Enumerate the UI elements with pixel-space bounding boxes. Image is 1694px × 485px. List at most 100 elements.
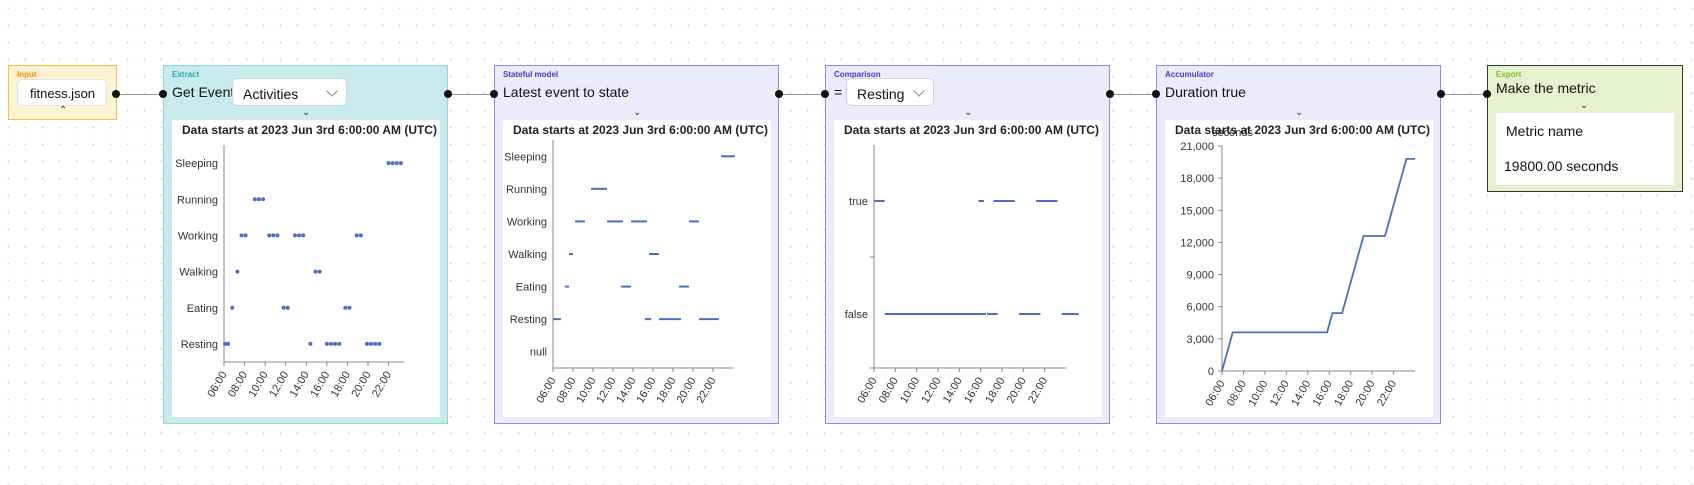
extract-node-tag: Extract: [172, 70, 200, 79]
x-tick-label: 20:00: [674, 376, 698, 406]
input-file-box[interactable]: fitness.json: [17, 79, 107, 106]
y-tick-label: 9,000: [1186, 270, 1214, 282]
chart-title: Data starts at 2023 Jun 3rd 6:00:00 AM (…: [182, 123, 437, 137]
input-node[interactable]: Input fitness.json ⌃: [8, 65, 117, 120]
edge-accumulator-export: [1440, 94, 1490, 95]
x-tick-label: 16:00: [1311, 379, 1335, 409]
comparison-output-port[interactable]: [1106, 90, 1114, 98]
comparison-node-tag: Comparison: [834, 70, 881, 79]
y-tick-label: 0: [1208, 366, 1214, 378]
x-tick-label: 16:00: [962, 376, 986, 406]
event-point: [297, 233, 302, 238]
x-tick-label: 22:00: [1375, 379, 1399, 409]
accumulator-node[interactable]: Accumulator Duration true ⌄ 0 3,000 6,000 9…: [1156, 65, 1441, 424]
x-tick-label: 06:00: [1203, 379, 1227, 409]
collapse-chevron-icon[interactable]: ⌄: [1580, 100, 1589, 111]
x-tick-label: 12:00: [919, 376, 943, 406]
event-point: [373, 341, 378, 346]
chevron-up-icon[interactable]: ⌃: [59, 105, 68, 116]
accumulator-input-port[interactable]: [1152, 90, 1160, 98]
x-tick-label: 16:00: [634, 376, 658, 406]
input-output-port[interactable]: [112, 90, 120, 98]
x-tick-label: 06:00: [205, 370, 229, 400]
y-tick-label: true: [849, 196, 868, 208]
extract-chart-panel: Data starts at 2023 Jun 3rd 6:00:00 AM (…: [172, 120, 440, 417]
event-point: [281, 305, 286, 310]
extract-output-port[interactable]: [444, 90, 452, 98]
y-tick-label: Eating: [187, 303, 218, 315]
event-point: [252, 197, 257, 202]
x-tick-label: 08:00: [554, 376, 578, 406]
y-tick-label: Running: [177, 194, 218, 206]
extract-node[interactable]: Extract Get Event Activities ⌄ Data star…: [163, 65, 448, 424]
extract-input-port[interactable]: [159, 90, 167, 98]
edge-extract-stateful: [447, 94, 497, 95]
collapse-chevron-icon[interactable]: ⌄: [302, 107, 311, 118]
comparison-chart-panel: Data starts at 2023 Jun 3rd 6:00:00 AM (…: [834, 120, 1102, 417]
accumulator-chart-panel: 0 3,000 6,000 9,000 12,000 15,000 18,000 21,000…: [1165, 120, 1433, 417]
input-node-tag: Input: [17, 70, 37, 79]
x-tick-label: 10:00: [247, 370, 271, 400]
y-tick-label: 3,000: [1186, 334, 1214, 346]
event-point: [271, 233, 276, 238]
edge-input-extract: [112, 94, 162, 95]
y-tick-label: Sleeping: [175, 158, 218, 170]
event-point: [261, 197, 266, 202]
x-tick-label: 14:00: [288, 370, 312, 400]
edge-stateful-comparison: [778, 94, 828, 95]
export-input-port[interactable]: [1483, 90, 1491, 98]
export-node[interactable]: Export Make the metric ⌄ Metric name 198…: [1487, 65, 1683, 192]
event-point: [292, 233, 297, 238]
event-point: [308, 341, 313, 346]
comparison-node[interactable]: Comparison = Resting ⌄ Data starts at 20…: [825, 65, 1110, 424]
y-tick-label: 15,000: [1180, 205, 1214, 217]
duration-line: [1221, 158, 1415, 372]
event-point: [223, 341, 228, 346]
stateful-node-tag: Stateful model: [503, 70, 559, 79]
chart-title: Data starts at 2023 Jun 3rd 6:00:00 AM (…: [1175, 123, 1430, 137]
accumulator-output-port[interactable]: [1437, 90, 1445, 98]
collapse-chevron-icon[interactable]: ⌄: [1295, 107, 1304, 118]
event-point: [386, 161, 391, 166]
x-tick-label: 18:00: [1332, 379, 1356, 409]
x-tick-label: 10:00: [1246, 379, 1270, 409]
stateful-input-port[interactable]: [490, 90, 498, 98]
accumulator-node-tag: Accumulator: [1165, 70, 1214, 79]
collapse-chevron-icon[interactable]: ⌄: [964, 107, 973, 118]
event-point: [337, 341, 342, 346]
stateful-model-node[interactable]: Stateful model Latest event to state ⌄ D…: [494, 65, 779, 424]
x-tick-label: 20:00: [1354, 379, 1378, 409]
x-tick-label: 08:00: [226, 370, 250, 400]
event-point: [394, 161, 399, 166]
x-tick-label: 10:00: [898, 376, 922, 406]
stateful-output-port[interactable]: [775, 90, 783, 98]
comparison-value-select[interactable]: Resting: [846, 78, 934, 106]
event-type-select[interactable]: Activities: [232, 78, 347, 106]
y-tick-label: 12,000: [1180, 237, 1214, 249]
event-point: [226, 341, 231, 346]
event-point: [243, 233, 248, 238]
event-type-select-value: Activities: [243, 86, 299, 102]
event-point: [230, 305, 235, 310]
event-point: [358, 233, 363, 238]
edge-comparison-accumulator: [1109, 94, 1159, 95]
event-point: [317, 269, 322, 274]
y-tick-label: false: [845, 309, 868, 321]
event-point: [301, 233, 306, 238]
comparison-value-select-value: Resting: [857, 86, 905, 102]
metric-card: Metric name 19800.00 seconds: [1496, 113, 1674, 185]
event-point: [324, 341, 329, 346]
chevron-down-icon: [326, 85, 338, 97]
metric-name-label: Metric name: [1506, 123, 1584, 139]
stateful-chart-panel: Data starts at 2023 Jun 3rd 6:00:00 AM (…: [503, 120, 771, 417]
extract-scatter-chart: Resting Eating Walking Working Running Sleepi…: [175, 145, 404, 400]
chart-title: Data starts at 2023 Jun 3rd 6:00:00 AM (…: [844, 123, 1099, 137]
input-file-name: fitness.json: [30, 86, 96, 101]
comparison-input-port[interactable]: [821, 90, 829, 98]
collapse-chevron-icon[interactable]: ⌄: [633, 107, 642, 118]
x-tick-label: 18:00: [654, 376, 678, 406]
extract-node-title: Get Event: [172, 84, 235, 100]
event-point: [347, 305, 352, 310]
event-point: [275, 233, 280, 238]
stateful-state-chart: null Resting Eating Walking Working Running Sl…: [504, 140, 735, 406]
